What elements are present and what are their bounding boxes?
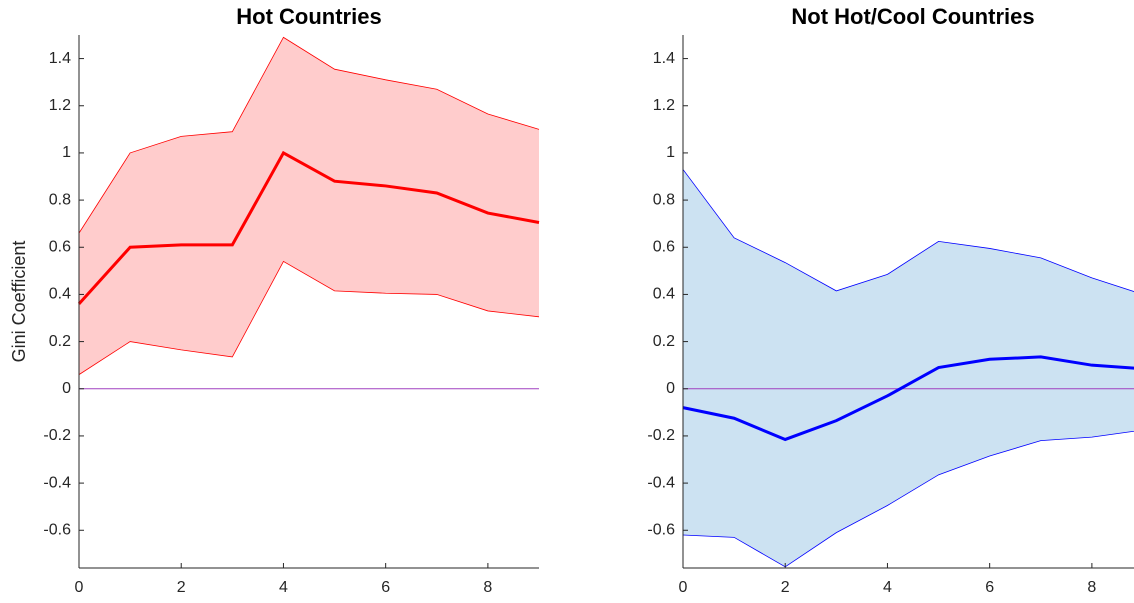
y-tick-label: 0 <box>62 380 71 397</box>
y-tick-label: 1.4 <box>653 50 675 67</box>
x-tick-label: 0 <box>679 579 688 596</box>
band-upper-line <box>682 169 1134 292</box>
y-tick-label: -0.2 <box>43 427 71 444</box>
y-tick-label: 1 <box>666 144 675 161</box>
x-tick-label: 0 <box>75 579 84 596</box>
band-lower-line <box>682 430 1134 568</box>
y-tick-label: 1.2 <box>49 97 71 114</box>
y-tick-label: -0.4 <box>647 474 675 491</box>
x-tick-label: 8 <box>483 579 492 596</box>
x-tick-label: 8 <box>1087 579 1096 596</box>
confidence-band <box>79 37 539 375</box>
mean-line <box>77 150 540 305</box>
y-tick-label: 1.2 <box>653 97 675 114</box>
x-tick-label: 6 <box>985 579 994 596</box>
y-axis-label: Gini Coefficient <box>9 241 29 363</box>
x-tick-label: 4 <box>279 579 288 596</box>
y-tick-label: 0.8 <box>49 191 71 208</box>
mean-line <box>682 355 1134 442</box>
y-tick-label: -0.4 <box>43 474 71 491</box>
y-tick-label: 1.4 <box>49 50 71 67</box>
x-tick-label: 2 <box>781 579 790 596</box>
y-tick-label: 0.8 <box>653 191 675 208</box>
y-tick-label: 0.6 <box>49 238 71 255</box>
y-tick-label: 0.4 <box>653 286 675 303</box>
band-lower-line <box>78 260 540 375</box>
x-tick-label: 6 <box>381 579 390 596</box>
y-tick-label: 1 <box>62 144 71 161</box>
y-tick-label: 0.6 <box>653 238 675 255</box>
y-tick-label: -0.6 <box>647 521 675 538</box>
band-upper-line <box>78 36 540 234</box>
y-tick-label: 0 <box>666 380 675 397</box>
y-tick-label: 0.2 <box>653 333 675 350</box>
y-tick-label: -0.6 <box>43 521 71 538</box>
y-tick-label: 0.2 <box>49 333 71 350</box>
y-tick-label: -0.2 <box>647 427 675 444</box>
x-tick-label: 4 <box>883 579 892 596</box>
chart-title: Not Hot/Cool Countries <box>791 4 1034 29</box>
y-tick-label: 0.4 <box>49 286 71 303</box>
chart-title: Hot Countries <box>236 4 381 29</box>
x-tick-label: 2 <box>177 579 186 596</box>
confidence-band <box>683 169 1134 567</box>
